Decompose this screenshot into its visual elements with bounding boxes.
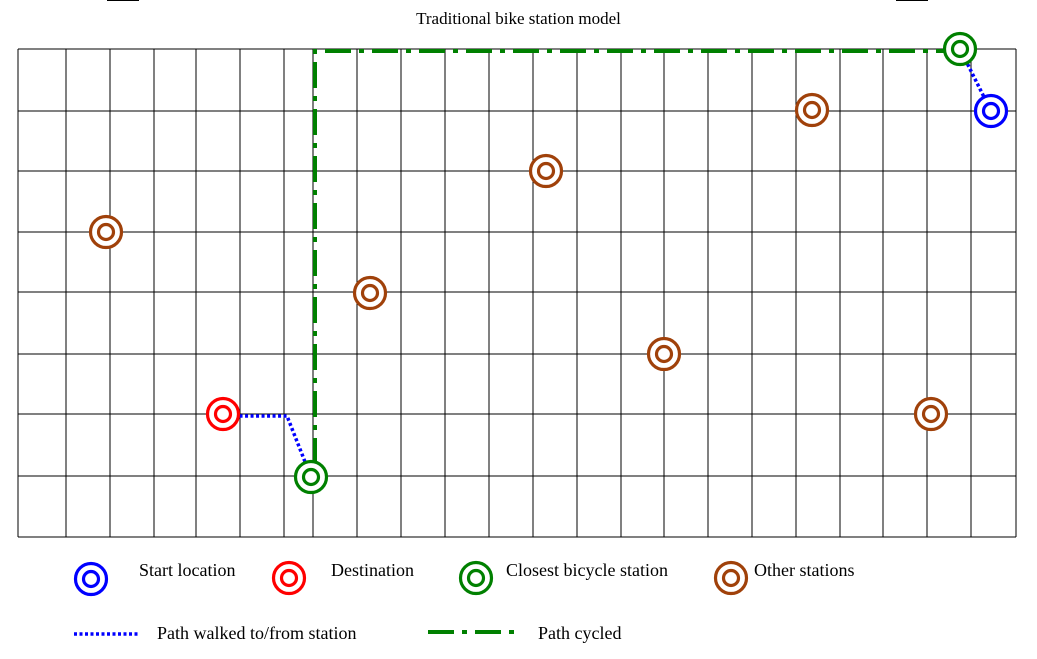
marker-inner-ring <box>466 568 486 588</box>
legend-walk-label: Path walked to/from station <box>157 623 357 643</box>
diagram-title: Traditional bike station model <box>416 9 621 28</box>
marker-outer-ring <box>713 560 749 596</box>
marker-outer-ring <box>271 560 307 596</box>
marker-outer-ring <box>646 336 682 372</box>
street-grid <box>17 48 1017 538</box>
marker-outer-ring <box>352 275 388 311</box>
legend-other-label: Other stations <box>754 560 855 580</box>
marker-inner-ring <box>921 404 941 424</box>
station-other-6-icon <box>913 396 949 432</box>
marker-inner-ring <box>802 100 822 120</box>
marker-inner-ring <box>213 404 233 424</box>
marker-inner-ring <box>360 283 380 303</box>
marker-outer-ring <box>205 396 241 432</box>
marker-outer-ring <box>942 31 978 67</box>
marker-inner-ring <box>301 467 321 487</box>
legend-destination-icon <box>271 560 307 596</box>
marker-inner-ring <box>950 39 970 59</box>
marker-outer-ring <box>794 92 830 128</box>
legend-closest-label: Closest bicycle station <box>506 560 668 580</box>
legend-destination-label: Destination <box>331 560 414 580</box>
marker-inner-ring <box>81 569 101 589</box>
marker-outer-ring <box>293 459 329 495</box>
station-other-3-icon <box>528 153 564 189</box>
marker-inner-ring <box>721 568 741 588</box>
cycle-path <box>313 49 962 470</box>
legend-other-icon <box>713 560 749 596</box>
marker-inner-ring <box>536 161 556 181</box>
legend-start-icon <box>73 561 109 597</box>
station-other-5-icon <box>646 336 682 372</box>
route-paths <box>223 48 993 478</box>
marker-outer-ring <box>88 214 124 250</box>
top-right-mark <box>896 0 928 1</box>
station-closest-start-icon <box>942 31 978 67</box>
station-destination-icon <box>205 396 241 432</box>
marker-inner-ring <box>654 344 674 364</box>
station-closest-dest-icon <box>293 459 329 495</box>
station-markers <box>88 31 1009 495</box>
station-start-icon <box>973 93 1009 129</box>
marker-outer-ring <box>973 93 1009 129</box>
legend-cycle-label: Path cycled <box>538 623 622 643</box>
marker-inner-ring <box>981 101 1001 121</box>
station-other-1-icon <box>88 214 124 250</box>
station-other-4-icon <box>794 92 830 128</box>
marker-inner-ring <box>279 568 299 588</box>
marker-outer-ring <box>913 396 949 432</box>
marker-inner-ring <box>96 222 116 242</box>
station-other-2-icon <box>352 275 388 311</box>
marker-outer-ring <box>73 561 109 597</box>
legend-symbols <box>73 560 749 636</box>
legend-start-label: Start location <box>139 560 236 580</box>
top-left-mark <box>107 0 139 1</box>
legend-closest-icon <box>458 560 494 596</box>
marker-outer-ring <box>458 560 494 596</box>
marker-outer-ring <box>528 153 564 189</box>
